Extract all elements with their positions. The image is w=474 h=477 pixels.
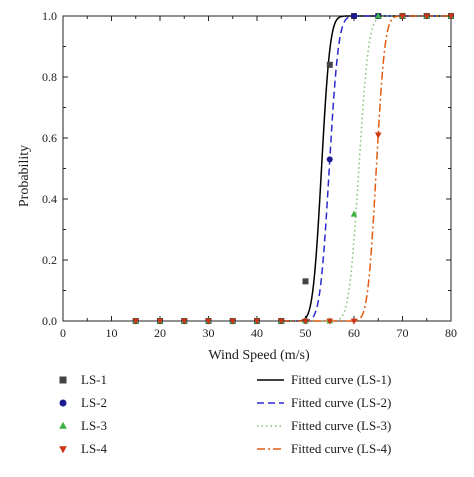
plot-frame	[62, 15, 452, 322]
data-point	[277, 318, 285, 325]
x-tick-label: 0	[60, 326, 66, 340]
fitted-curves	[281, 15, 451, 322]
fitted-curve-line	[281, 15, 451, 322]
data-point	[326, 156, 333, 163]
data-point	[156, 318, 164, 325]
legend-label: Fitted curve (LS-4)	[291, 441, 391, 456]
legend-marker	[59, 421, 67, 429]
fitted-curve-line	[281, 15, 451, 322]
data-point	[326, 318, 334, 325]
legend-marker	[59, 399, 67, 407]
y-tick-label: 1.0	[42, 9, 57, 23]
data-point	[350, 318, 358, 325]
x-tick-label: 80	[445, 326, 457, 340]
legend-label: Fitted curve (LS-2)	[291, 395, 391, 410]
y-tick-label: 0.8	[42, 70, 57, 84]
x-tick-label: 30	[203, 326, 215, 340]
x-axis-label: Wind Speed (m/s)	[208, 348, 310, 363]
data-point	[132, 318, 140, 325]
data-point	[326, 61, 333, 68]
data-point	[447, 13, 455, 20]
y-tick-label: 0.4	[42, 192, 57, 206]
fitted-curve-line	[281, 15, 451, 322]
x-tick-label: 60	[348, 326, 360, 340]
x-tick-label: 20	[154, 326, 166, 340]
data-point	[205, 318, 212, 325]
legend-label: LS-1	[81, 372, 107, 387]
x-tick-label: 70	[397, 326, 409, 340]
data-point	[351, 13, 357, 19]
data-point	[302, 278, 309, 285]
legend: LS-1 LS-2 LS-3 LS-4 Fitted curve (LS-1) Fitte…	[59, 372, 391, 456]
data-point	[423, 13, 431, 20]
data-point	[399, 13, 406, 20]
x-tick-label: 50	[300, 326, 312, 340]
data-point	[374, 132, 382, 139]
data-point	[374, 12, 382, 19]
data-point	[350, 210, 358, 217]
legend-marker	[59, 376, 67, 384]
legend-label: LS-3	[81, 418, 107, 433]
data-markers	[132, 12, 455, 325]
data-point	[180, 318, 188, 325]
data-point	[229, 318, 237, 325]
y-tick-label: 0.0	[42, 314, 57, 328]
legend-label: LS-4	[81, 441, 108, 456]
x-tick-label: 40	[251, 326, 263, 340]
x-tick-label: 10	[106, 326, 118, 340]
y-axis-label: Probability	[17, 145, 32, 207]
data-point	[302, 318, 309, 325]
y-tick-label: 0.6	[42, 131, 57, 145]
legend-label: LS-2	[81, 395, 107, 410]
axes: 0 10 20 30 40 50 60 70 80 0.0 0.2 0.4 0.6 0.8 1.0	[42, 9, 457, 340]
y-tick-label: 0.2	[42, 253, 57, 267]
legend-label: Fitted curve (LS-1)	[291, 372, 391, 387]
fitted-curve-line	[281, 15, 451, 322]
legend-marker	[59, 446, 67, 454]
legend-label: Fitted curve (LS-3)	[291, 418, 391, 433]
data-point	[253, 318, 261, 325]
